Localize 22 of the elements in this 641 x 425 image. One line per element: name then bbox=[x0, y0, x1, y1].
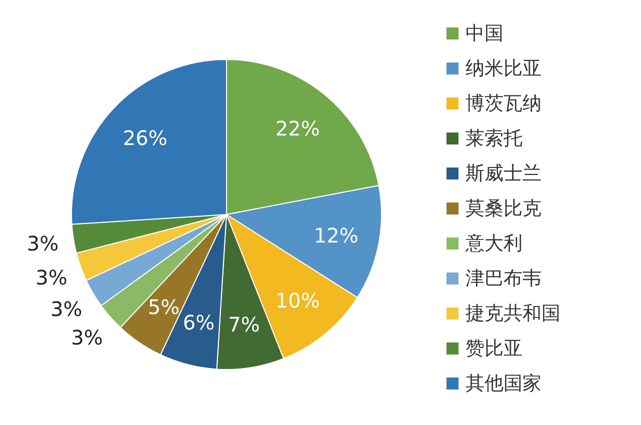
legend-label: 斯威士兰 bbox=[466, 162, 542, 184]
data-label: 3% bbox=[26, 232, 59, 256]
legend-label: 莫桑比克 bbox=[466, 198, 542, 220]
legend-label: 津巴布韦 bbox=[466, 268, 542, 290]
legend-label: 莱索托 bbox=[466, 128, 522, 150]
data-label: 22% bbox=[275, 116, 320, 141]
data-label: 7% bbox=[228, 312, 260, 337]
legend-label: 意大利 bbox=[464, 232, 522, 254]
data-label: 3% bbox=[71, 326, 103, 350]
data-label: 5% bbox=[148, 294, 180, 319]
legend-label: 其他国家 bbox=[466, 372, 542, 394]
legend-label: 纳米比亚 bbox=[466, 58, 542, 80]
data-label: 10% bbox=[275, 288, 320, 312]
legend-label: 中国 bbox=[466, 22, 504, 44]
data-label: 6% bbox=[182, 310, 215, 335]
legend-label: 博茨瓦纳 bbox=[466, 92, 542, 114]
data-label: 3% bbox=[36, 266, 68, 290]
legend-label: 赞比亚 bbox=[466, 338, 522, 360]
data-label: 3% bbox=[50, 297, 82, 322]
data-label: 26% bbox=[122, 126, 168, 150]
data-label: 12% bbox=[314, 223, 358, 248]
legend-label: 捷克共和国 bbox=[466, 302, 560, 324]
